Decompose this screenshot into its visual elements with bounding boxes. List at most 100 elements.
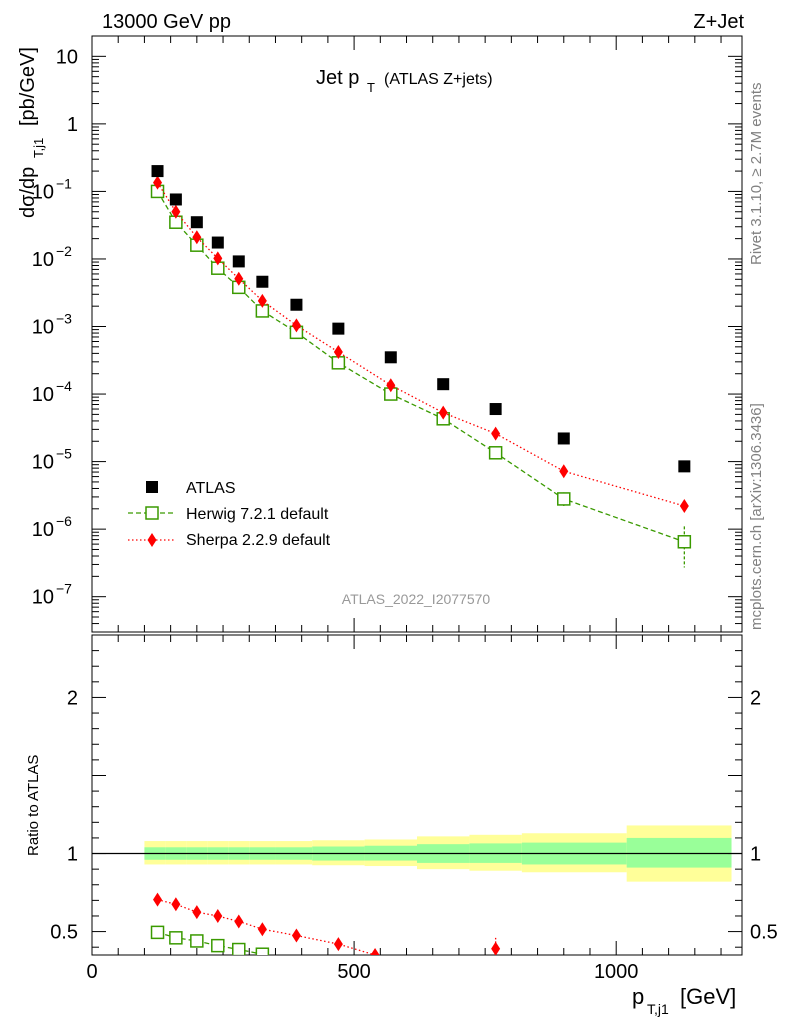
marker-atlas (437, 378, 450, 391)
marker-sherpa (386, 378, 396, 393)
marker-sherpa (234, 271, 244, 286)
marker-sherpa (257, 293, 267, 308)
ratio-y-axis-label: Ratio to ATLAS (25, 755, 42, 856)
mcplots-label: mcplots.cern.ch [arXiv:1306.3436] (748, 403, 765, 630)
band-inner-12 (626, 837, 732, 868)
marker-sherpa (213, 251, 223, 266)
marker-atlas (232, 255, 245, 268)
marker-herwig (255, 947, 270, 955)
energy-label: 13000 GeV pp (102, 11, 231, 33)
series-line (156, 182, 685, 507)
title-main: Jet p (316, 67, 359, 89)
legend-marker-sherpa (147, 533, 157, 547)
marker-sherpa (491, 426, 501, 441)
marker-sherpa (153, 892, 163, 907)
marker-atlas (256, 275, 269, 288)
marker-atlas (332, 322, 345, 335)
x-tick-label: 0 (86, 961, 97, 983)
x-label-unit: [GeV] (680, 984, 736, 1009)
ratio-y-tick-label-right: 1 (750, 844, 761, 866)
y-label-subscript: T,j1 (31, 138, 46, 158)
marker-atlas (290, 298, 303, 311)
plot-title: Jet p T (ATLAS Z+jets) (316, 67, 493, 95)
y-tick-label-exponent: −7 (56, 581, 72, 597)
marker-sherpa (153, 175, 163, 190)
y-tick-label-base: 10 (32, 317, 54, 339)
legend-label-sherpa: Sherpa 2.2.9 default (186, 532, 331, 549)
marker-sherpa (291, 928, 301, 943)
ratio-y-tick-label-right: 0.5 (750, 922, 778, 944)
y-tick-label-base: 10 (32, 587, 54, 609)
y-tick-label-base: 10 (32, 181, 54, 203)
legend-marker-herwig (145, 506, 159, 520)
y-tick-label-base: 10 (32, 452, 54, 474)
series-line (157, 931, 263, 955)
x-label-main: p (632, 984, 644, 1009)
y-label-main: dσ/dp (17, 167, 39, 218)
main-series (150, 165, 692, 568)
marker-sherpa (291, 318, 301, 333)
marker-sherpa (491, 941, 501, 955)
y-tick-label: 1 (67, 114, 78, 136)
title-subscript: T (367, 80, 375, 95)
main-panel-frame (91, 35, 743, 633)
marker-herwig (488, 446, 503, 460)
marker-atlas (489, 403, 502, 416)
legend-label-herwig: Herwig 7.2.1 default (186, 506, 329, 523)
marker-sherpa (438, 405, 448, 420)
y-tick-label: 10 (56, 46, 78, 68)
marker-herwig (169, 931, 183, 945)
marker-sherpa (171, 897, 181, 912)
marker-atlas (678, 460, 691, 473)
marker-herwig (557, 492, 571, 506)
ratio-series-clipped (150, 892, 501, 955)
marker-sherpa (559, 464, 569, 479)
y-tick-label-base: 10 (32, 384, 54, 406)
legend-label-atlas: ATLAS (186, 480, 236, 497)
process-label: Z+Jet (693, 11, 744, 33)
y-tick-label-base: 10 (32, 519, 54, 541)
x-axis-label: p T,j1 [GeV] (632, 984, 736, 1017)
marker-herwig (677, 535, 692, 549)
marker-herwig (150, 925, 165, 940)
marker-sherpa (192, 905, 202, 920)
y-tick-label-exponent: −4 (56, 378, 72, 394)
marker-sherpa (333, 344, 343, 359)
y-tick-label-exponent: −3 (56, 311, 72, 327)
marker-sherpa (234, 914, 244, 929)
title-extra: (ATLAS Z+jets) (384, 71, 493, 88)
marker-atlas (557, 432, 570, 445)
marker-sherpa (370, 948, 380, 955)
ratio-y-tick-label-left: 2 (67, 687, 78, 709)
y-tick-label-exponent: −2 (56, 243, 72, 259)
ratio-series (150, 892, 501, 955)
marker-sherpa (257, 922, 267, 937)
ratio-y-tick-label-left: 1 (67, 844, 78, 866)
ratio-y-tick-label-left: 0.5 (50, 922, 78, 944)
ratio-uncertainty-bands (144, 825, 732, 882)
marker-atlas (190, 216, 203, 229)
marker-atlas (169, 193, 182, 206)
rivet-version-label: Rivet 3.1.10, ≥ 2.7M events (748, 83, 765, 266)
series-line (156, 191, 685, 543)
marker-herwig (190, 934, 204, 948)
marker-sherpa (171, 204, 181, 219)
marker-sherpa (679, 499, 689, 514)
y-tick-label-exponent: −6 (56, 513, 72, 529)
x-tick-label: 500 (337, 961, 370, 983)
y-axis-label: dσ/dp T,j1 [pb/GeV] (17, 47, 46, 218)
marker-atlas (151, 165, 164, 178)
ratio-panel-frame (91, 634, 743, 956)
y-label-unit: [pb/GeV] (17, 47, 39, 126)
y-tick-label-exponent: −5 (56, 446, 72, 462)
marker-herwig (211, 938, 225, 953)
marker-sherpa (333, 937, 343, 952)
x-tick-label: 1000 (594, 961, 639, 983)
ratio-y-tick-label-right: 2 (750, 687, 761, 709)
marker-atlas (211, 236, 224, 249)
marker-sherpa (192, 230, 202, 245)
y-tick-label-base: 10 (32, 249, 54, 271)
marker-herwig (232, 942, 246, 955)
